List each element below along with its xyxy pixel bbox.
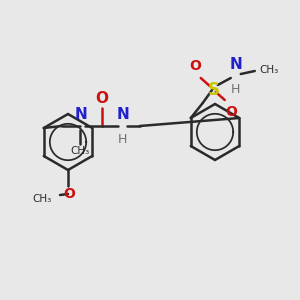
Text: O: O: [63, 187, 75, 201]
Text: N: N: [230, 57, 242, 72]
Text: O: O: [189, 59, 201, 73]
Text: N: N: [116, 107, 129, 122]
Text: CH₃: CH₃: [33, 194, 52, 204]
Text: H: H: [231, 83, 240, 96]
Text: CH₃: CH₃: [70, 146, 89, 156]
Text: O: O: [225, 105, 237, 119]
Text: CH₃: CH₃: [260, 65, 279, 75]
Text: S: S: [208, 81, 220, 99]
Text: O: O: [95, 91, 108, 106]
Text: H: H: [118, 133, 128, 146]
Text: N: N: [74, 107, 87, 122]
